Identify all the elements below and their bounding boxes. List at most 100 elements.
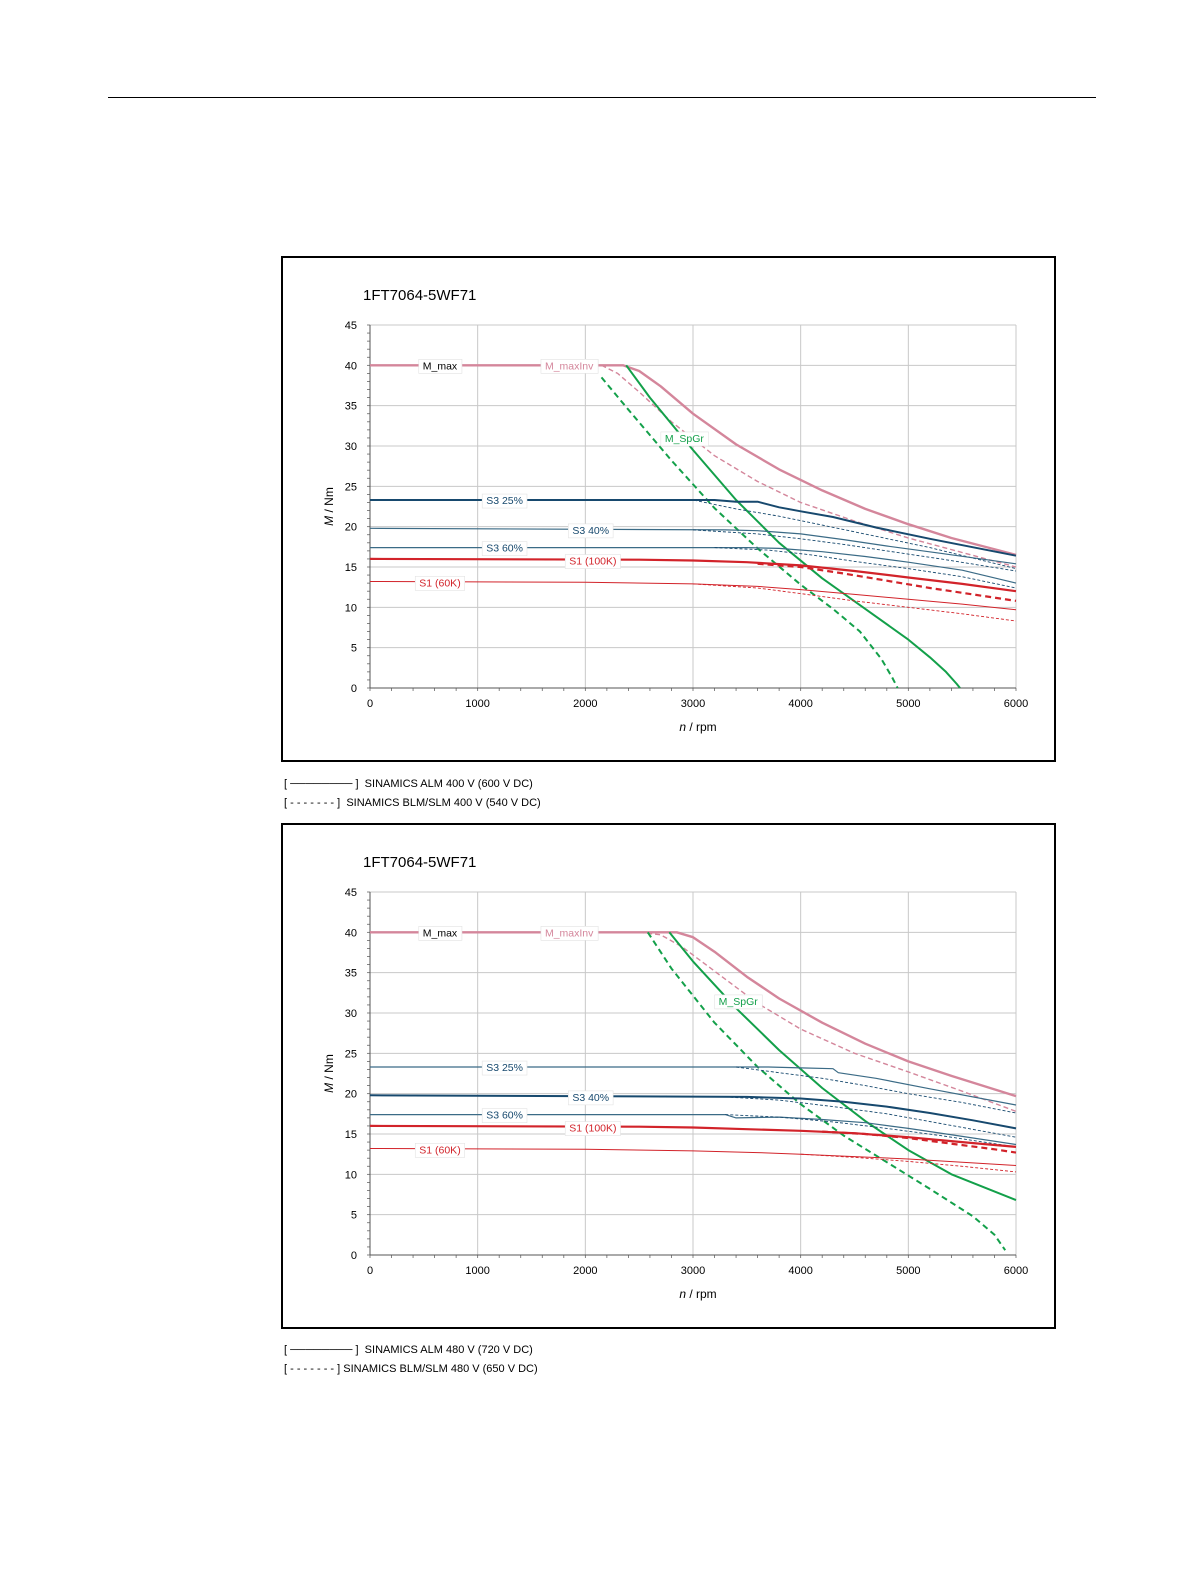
curve-label-bg (418, 359, 463, 374)
y-tick-label: 15 (345, 1129, 357, 1141)
x-axis-label: n / rpm (679, 1287, 716, 1301)
series-line-m-spgr-blm (646, 931, 1007, 1251)
series-group (369, 364, 1017, 689)
series-line-s1-60k (369, 1148, 1017, 1166)
curve-label-m-maxinv: M_maxInv (545, 360, 594, 372)
y-tick-label: 30 (345, 441, 357, 453)
chart-title: 1FT7064-5WF71 (363, 287, 476, 304)
y-tick-label: 30 (345, 1008, 357, 1020)
series-line-s1-60k (369, 581, 1017, 611)
x-axis-unit: / rpm (686, 1287, 717, 1301)
series-line-m-max (370, 364, 1017, 557)
curve-label-s1-100k: S1 (100K) (569, 1123, 616, 1135)
y-tick-label: 35 (345, 401, 357, 413)
legend-caption-dashed-1: [ - - - - - - - ] SINAMICS BLM/SLM 400 V… (284, 797, 541, 809)
torque-speed-chart-1: 1FT7064-5WF71 0 1000 2000 3000 4000 5000 6000 0 5… (322, 287, 1028, 734)
curve-label-s1-60k: S1 (60K) (419, 577, 460, 589)
curve-label-bg (481, 1060, 528, 1076)
y-tick-label: 5 (351, 1210, 357, 1222)
curve-label-bg (414, 1143, 466, 1158)
x-tick-label: 1000 (465, 1265, 489, 1277)
series-line-s3-25 (370, 1066, 1017, 1106)
curve-label-bg (568, 1090, 614, 1106)
x-tick-label: 2000 (573, 698, 597, 710)
chart-title: 1FT7064-5WF71 (363, 854, 476, 871)
curve-label-bg (564, 554, 621, 569)
y-tick-label: 25 (345, 481, 357, 493)
x-axis-label: n / rpm (679, 720, 716, 734)
x-tick-label: 5000 (896, 1265, 920, 1277)
y-tick-label: 20 (345, 522, 357, 534)
x-tick-label: 4000 (788, 1265, 812, 1277)
series-line-s3-40 (369, 1094, 1017, 1130)
torque-speed-chart-2: 1FT7064-5WF71 0 1000 2000 3000 4000 5000 6000 0 5… (322, 854, 1028, 1301)
series-line-s3-25 (370, 499, 1017, 557)
series-line-s3-60-blm (725, 1114, 1017, 1148)
curve-label-m-max: M_max (423, 927, 458, 939)
curve-label-s3-60: S3 60% (486, 543, 523, 555)
series-line-s1-100k (369, 1124, 1017, 1148)
curve-label-m-maxinv: M_maxInv (545, 927, 594, 939)
curve-label-s1-100k: S1 (100K) (569, 556, 616, 568)
curve-label-s3-25: S3 25% (486, 1062, 523, 1074)
series-line-m-spgr (668, 931, 1017, 1202)
series-line-s3-60 (370, 547, 1017, 584)
gridlines (367, 891, 1017, 1258)
y-axis-unit: / Nm (322, 1054, 336, 1083)
curve-label-s3-40: S3 40% (572, 525, 609, 537)
curve-label-bg (568, 523, 614, 539)
curve-label-bg (418, 926, 463, 941)
curve-label-s3-25: S3 25% (486, 495, 523, 507)
series-line-s3-25-blm (736, 1066, 1017, 1114)
series-line-s1-60k-blm (800, 1153, 1017, 1173)
series-line-s3-60-blm (714, 547, 1017, 589)
x-tick-label: 0 (367, 1265, 373, 1277)
curve-label-s3-40: S3 40% (572, 1092, 609, 1104)
y-tick-label: 10 (345, 602, 357, 614)
curve-label-s3-60: S3 60% (486, 1110, 523, 1122)
series-line-s3-40 (369, 527, 1017, 565)
series-line-s1-100k (369, 557, 1017, 593)
curve-label-bg (481, 541, 528, 556)
series-line-m-max-blm (639, 931, 1017, 1113)
y-tick-label: 0 (351, 1250, 357, 1262)
curve-label-bg (714, 994, 763, 1010)
y-tick-label: 40 (345, 927, 357, 939)
curve-label-bg (540, 926, 599, 941)
legend-caption-solid-2: [ ──────── ] SINAMICS ALM 480 V (720 V D… (284, 1344, 533, 1356)
curve-label-s1-60k: S1 (60K) (419, 1144, 460, 1156)
series-line-s3-40-blm (692, 529, 1017, 572)
series-line-s3-40-blm (725, 1096, 1017, 1138)
series-line-m-spgr-blm (600, 376, 899, 689)
y-tick-label: 15 (345, 562, 357, 574)
series-line-s1-60k-blm (692, 583, 1017, 622)
x-axis-var: n (679, 1287, 686, 1301)
x-tick-label: 4000 (788, 698, 812, 710)
y-tick-label: 5 (351, 643, 357, 655)
curve-label-bg (660, 431, 709, 447)
curve-label-bg (414, 576, 466, 591)
y-tick-label: 45 (345, 320, 357, 332)
x-tick-label: 0 (367, 698, 373, 710)
legend-caption-dashed-2: [ - - - - - - - ] SINAMICS BLM/SLM 480 V… (284, 1363, 538, 1375)
x-tick-label: 3000 (681, 1265, 705, 1277)
curve-label-m-spgr: M_SpGr (719, 996, 759, 1008)
y-axis-var: M (322, 1083, 336, 1093)
series-line-s3-25-blm (639, 499, 1017, 570)
chart-panel-2: 1FT7064-5WF71 0 1000 2000 3000 4000 5000 6000 0 5… (281, 823, 1056, 1329)
y-tick-label: 10 (345, 1169, 357, 1181)
y-axis-unit: / Nm (322, 487, 336, 516)
series-line-s3-60 (370, 1114, 1017, 1146)
series-line-m-max (370, 931, 1017, 1098)
y-axis-var: M (322, 516, 336, 526)
curve-label-m-spgr: M_SpGr (665, 433, 705, 445)
x-axis-var: n (679, 720, 686, 734)
curve-label-bg (481, 1108, 528, 1123)
y-tick-label: 35 (345, 968, 357, 980)
x-tick-label: 3000 (681, 698, 705, 710)
legend-caption-solid-1: [ ──────── ] SINAMICS ALM 400 V (600 V D… (284, 778, 533, 790)
x-tick-label: 5000 (896, 698, 920, 710)
curve-label-bg (540, 359, 599, 374)
y-tick-label: 40 (345, 360, 357, 372)
series-line-s1-100k-blm (822, 1130, 1017, 1154)
